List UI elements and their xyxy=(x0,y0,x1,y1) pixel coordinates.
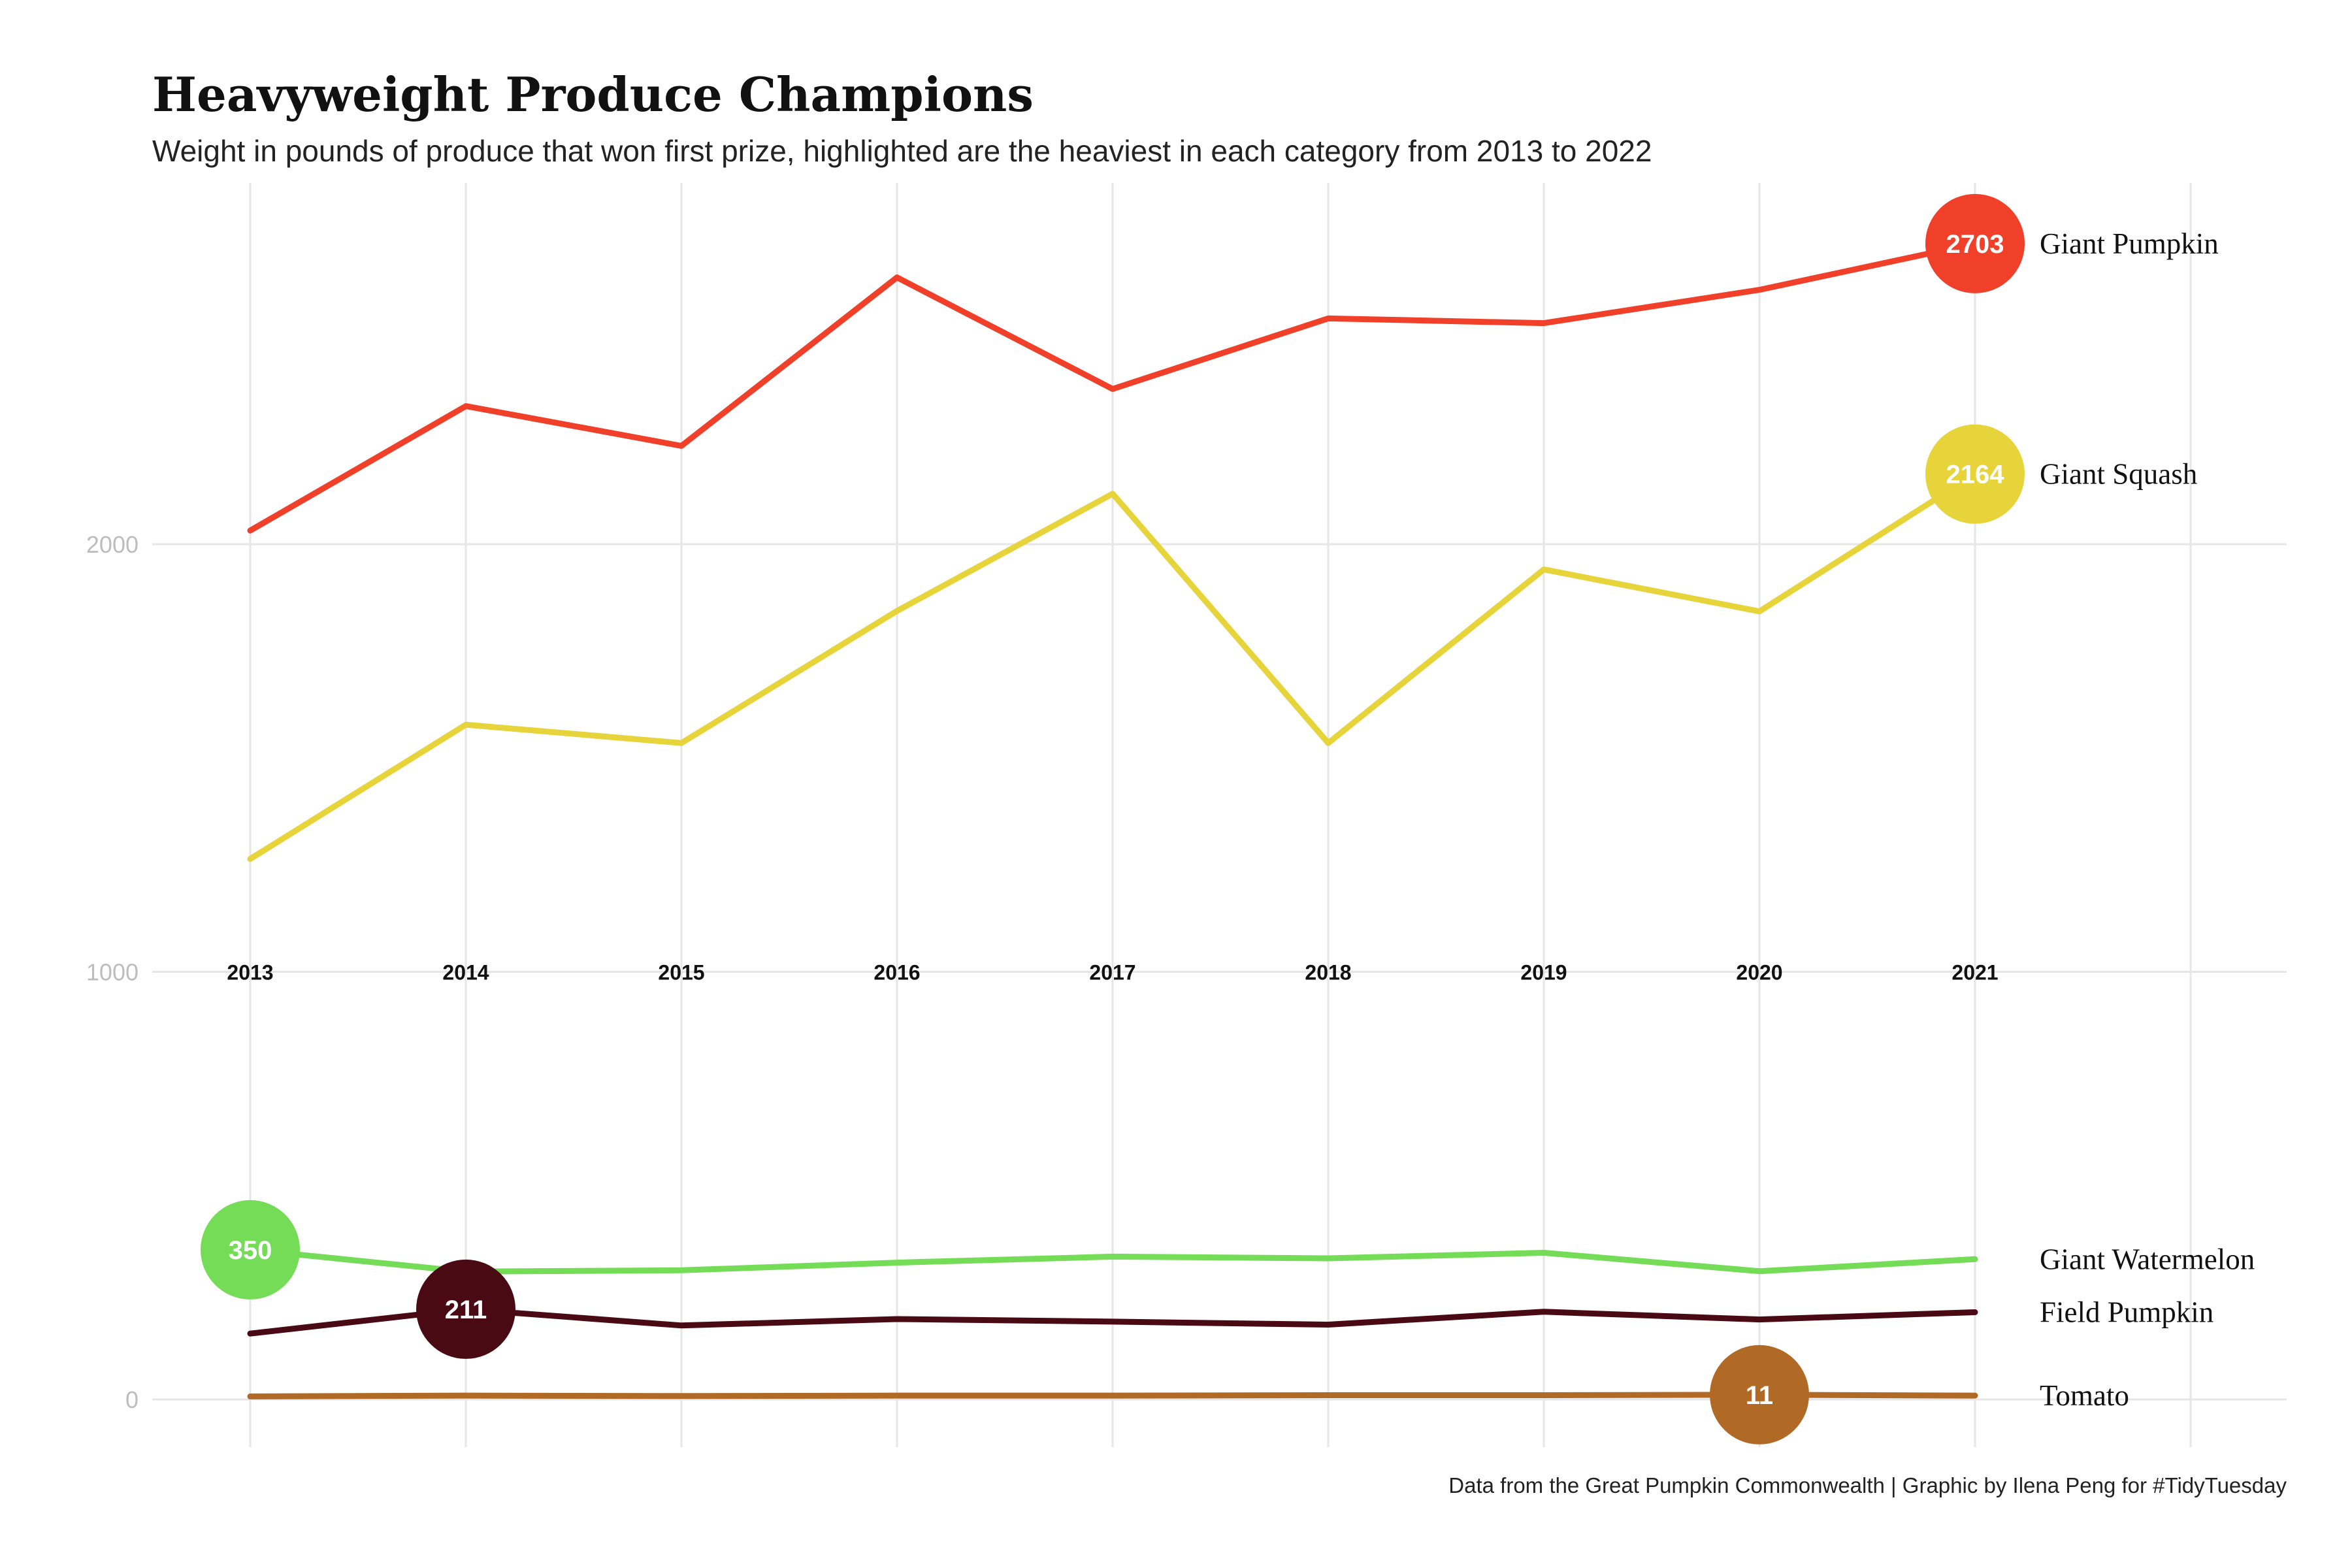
highlight-value-tomato: 11 xyxy=(1746,1381,1773,1410)
series-label-giant-pumpkin: Giant Pumpkin xyxy=(2040,227,2219,260)
highlight-bubbles: 2703 2164 350 211 11 xyxy=(201,193,2025,1445)
y-tick-labels: 0 1000 2000 xyxy=(86,531,139,1413)
x-tick-labels: 2013 2014 2015 2016 2017 2018 2019 2020 2021 xyxy=(227,961,1998,985)
highlight-bubble-giant-squash xyxy=(1925,424,2025,524)
highlight-bubble-giant-pumpkin xyxy=(1925,193,2025,293)
grid-layer xyxy=(152,183,2287,1447)
x-tick-label: 2018 xyxy=(1305,961,1351,985)
highlight-value-giant-watermelon: 350 xyxy=(229,1236,272,1265)
series-labels: Giant Pumpkin Giant Squash Giant Watermelo… xyxy=(2040,227,2255,1412)
x-tick-label: 2020 xyxy=(1736,961,1782,985)
x-tick-label: 2016 xyxy=(874,961,920,985)
x-tick-label: 2019 xyxy=(1520,961,1567,985)
y-tick-label: 2000 xyxy=(86,531,139,558)
x-tick-label: 2014 xyxy=(442,961,489,985)
highlight-value-giant-squash: 2164 xyxy=(1946,461,2005,489)
series-label-giant-squash: Giant Squash xyxy=(2040,458,2197,491)
highlight-bubble-tomato xyxy=(1710,1345,1809,1445)
y-tick-label: 1000 xyxy=(86,959,139,986)
chart-subtitle: Weight in pounds of produce that won fir… xyxy=(152,134,1652,168)
series-lines xyxy=(247,240,1978,1399)
y-tick-label: 0 xyxy=(125,1386,139,1413)
series-line-field-pumpkin xyxy=(247,1306,1978,1337)
series-line-giant-pumpkin xyxy=(247,240,1978,534)
series-line-tomato xyxy=(247,1392,1978,1399)
highlight-bubble-giant-watermelon xyxy=(201,1200,300,1299)
x-tick-label: 2017 xyxy=(1089,961,1135,985)
chart-caption: Data from the Great Pumpkin Commonwealth… xyxy=(1448,1473,2287,1497)
series-label-field-pumpkin: Field Pumpkin xyxy=(2040,1296,2213,1328)
x-tick-label: 2021 xyxy=(1952,961,1998,985)
series-label-giant-watermelon: Giant Watermelon xyxy=(2040,1243,2255,1275)
highlight-value-field-pumpkin: 211 xyxy=(445,1296,487,1324)
chart-title: Heavyweight Produce Champions xyxy=(152,67,1034,122)
series-line-giant-squash xyxy=(247,471,1978,862)
highlight-bubble-field-pumpkin xyxy=(416,1259,515,1359)
highlight-value-giant-pumpkin: 2703 xyxy=(1946,230,2004,259)
x-tick-label: 2015 xyxy=(658,961,704,985)
x-tick-label: 2013 xyxy=(227,961,273,985)
series-label-tomato: Tomato xyxy=(2040,1379,2129,1412)
series-line-giant-watermelon xyxy=(247,1247,1978,1275)
